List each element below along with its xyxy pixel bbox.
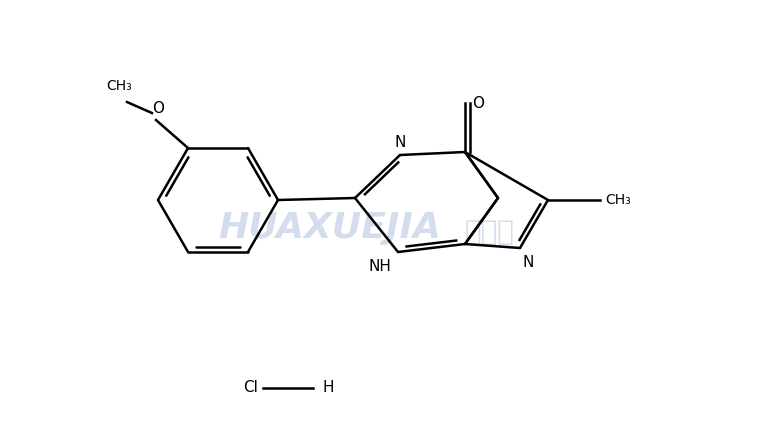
- Text: CH₃: CH₃: [605, 193, 631, 207]
- Text: H: H: [323, 381, 335, 396]
- Text: N: N: [522, 254, 534, 269]
- Text: CH₃: CH₃: [106, 79, 132, 93]
- Text: O: O: [472, 95, 484, 110]
- Text: Cl: Cl: [243, 381, 258, 396]
- Text: HUAXUEJIA: HUAXUEJIA: [219, 211, 442, 245]
- Text: N: N: [394, 135, 406, 150]
- Text: 化学加: 化学加: [465, 218, 515, 246]
- Text: O: O: [152, 101, 164, 116]
- Text: NH: NH: [369, 259, 392, 274]
